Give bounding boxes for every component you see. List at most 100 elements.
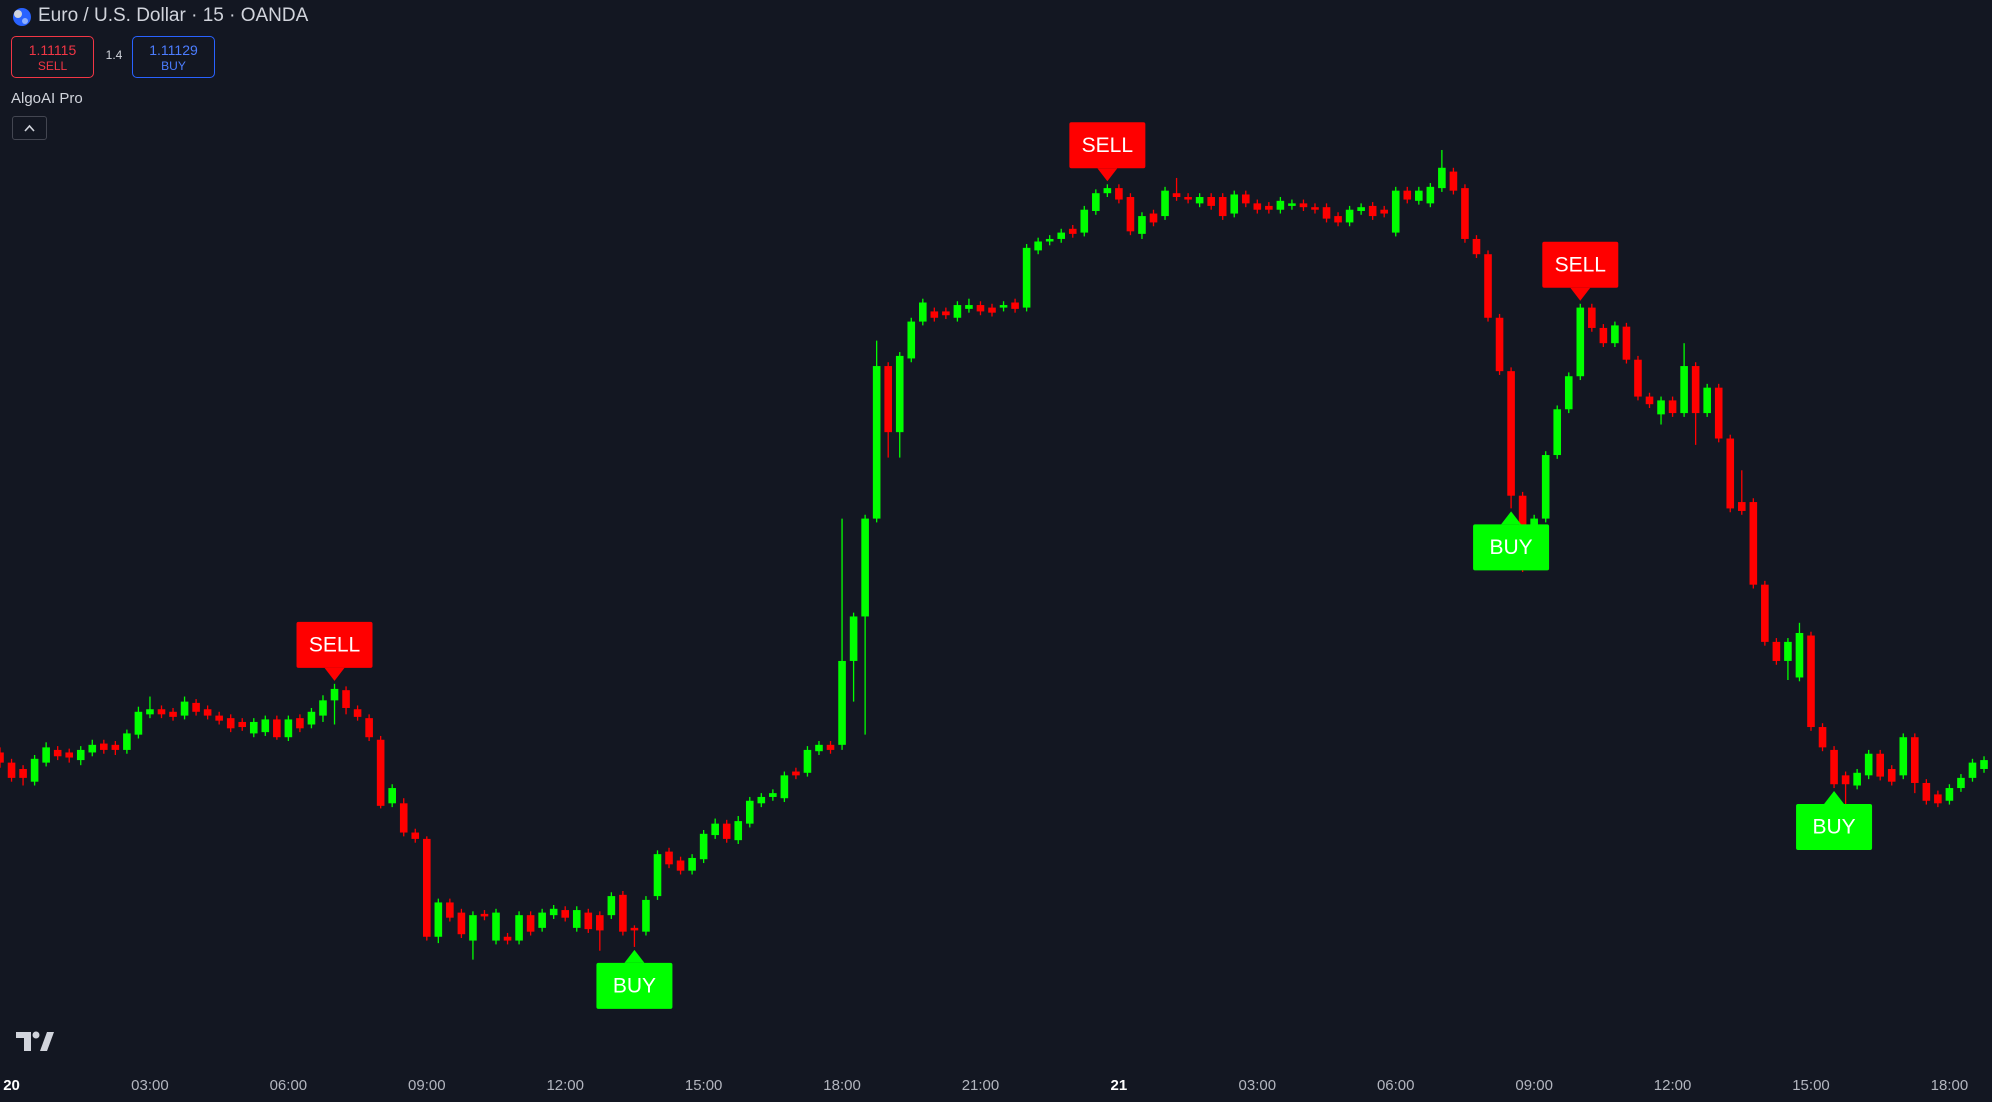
candle-body (1807, 635, 1815, 728)
candle-body (53, 749, 62, 757)
x-tick-label: 09:00 (408, 1077, 446, 1094)
candle-body (1345, 209, 1354, 223)
candle-body (1472, 238, 1481, 255)
x-tick-label: 21:00 (962, 1077, 1000, 1094)
candles (0, 149, 1988, 960)
candle-body (503, 936, 512, 941)
x-tick-label: 06:00 (1377, 1077, 1415, 1094)
signal-text: BUY (1489, 536, 1532, 559)
candle-body (319, 700, 327, 716)
signal-arrow (1824, 791, 1845, 805)
candle-body (7, 762, 16, 778)
candle-body (1645, 396, 1654, 405)
candle-body (1772, 641, 1781, 661)
candle-body (422, 838, 431, 937)
candle-body (307, 711, 316, 725)
candle-body (999, 305, 1008, 308)
candle-body (0, 752, 4, 763)
candle-body (1795, 632, 1804, 678)
signal-label: BUY (1473, 511, 1550, 571)
candle-body (1495, 317, 1504, 372)
candle-body (42, 747, 50, 763)
candle-body (596, 915, 604, 931)
caret-icon (24, 124, 35, 132)
candle-body (549, 908, 558, 916)
candle-body (515, 915, 523, 941)
candle-body (1518, 495, 1527, 537)
x-tick-label: 20 (3, 1077, 20, 1094)
signal-box (1069, 122, 1146, 169)
candle-body (1403, 190, 1412, 200)
indicator-name: AlgoAI Pro (11, 90, 83, 107)
candle-body (134, 711, 143, 735)
candle-body (1138, 216, 1146, 234)
candle-body (457, 912, 466, 935)
signal-text: SELL (309, 633, 360, 656)
symbol-icon (13, 8, 31, 26)
candle-body (653, 854, 662, 897)
candle-body (965, 305, 973, 309)
candle-body (100, 743, 108, 750)
candle-body (1611, 325, 1619, 344)
candle-body (872, 366, 881, 519)
candle-body (261, 719, 270, 733)
candle-body (1449, 171, 1458, 191)
collapse-toggle[interactable] (12, 116, 47, 140)
candle-body (1022, 247, 1031, 308)
candle-body (1784, 641, 1792, 661)
x-tick-label: 21 (1111, 1077, 1128, 1094)
candle-body (469, 915, 477, 941)
candle-body (1357, 207, 1365, 211)
buy-label: BUY (161, 59, 186, 73)
x-tick-label: 12:00 (546, 1077, 584, 1094)
signal-arrow (1570, 287, 1591, 301)
candle-body (1668, 400, 1677, 414)
x-tick-label: 15:00 (1792, 1077, 1830, 1094)
candle-body (284, 719, 293, 738)
signal-label: BUY (596, 949, 673, 1009)
candle-body (1484, 254, 1492, 318)
candle-body (157, 709, 166, 715)
candle-body (711, 823, 719, 836)
candle-body (1761, 584, 1769, 642)
candle-body (1438, 167, 1446, 189)
candle-body (434, 902, 443, 937)
candle-body (1726, 438, 1735, 509)
candle-body (1957, 777, 1965, 789)
signal-arrow (324, 667, 345, 681)
x-tick-label: 15:00 (685, 1077, 723, 1094)
candle-body (745, 800, 754, 824)
candle-body (342, 690, 350, 708)
candle-body (1380, 209, 1388, 214)
candle-body (688, 857, 696, 871)
signal-text: SELL (1555, 253, 1606, 276)
spread: 1.4 (105, 48, 123, 62)
sell-price: 1.11115 (28, 42, 77, 58)
candle-body (1103, 188, 1112, 194)
candle-body (1553, 409, 1562, 456)
candle-body (1080, 209, 1089, 233)
buy-button[interactable]: 1.11129 BUY (132, 36, 215, 78)
candle-body (538, 912, 546, 928)
candle-body (1911, 737, 1919, 783)
candle-body (1230, 194, 1239, 214)
candle-body (492, 912, 500, 941)
candle-body (1599, 327, 1608, 344)
candle-body (1934, 794, 1942, 804)
candle-body (1714, 387, 1723, 439)
candle-body (1876, 753, 1885, 777)
candle-body (1126, 197, 1135, 232)
candle-body (1207, 197, 1215, 206)
candle-body (65, 752, 74, 758)
candle-body (1968, 762, 1977, 778)
signal-text: BUY (1812, 816, 1855, 839)
candle-body (1564, 376, 1573, 410)
sell-button[interactable]: 1.11115 SELL (11, 36, 94, 78)
candle-body (953, 305, 962, 318)
candle-body (1276, 200, 1285, 210)
candle-body (1149, 213, 1158, 223)
candle-body (572, 910, 581, 928)
signal-box (1796, 804, 1873, 851)
candle-body (1749, 502, 1758, 585)
